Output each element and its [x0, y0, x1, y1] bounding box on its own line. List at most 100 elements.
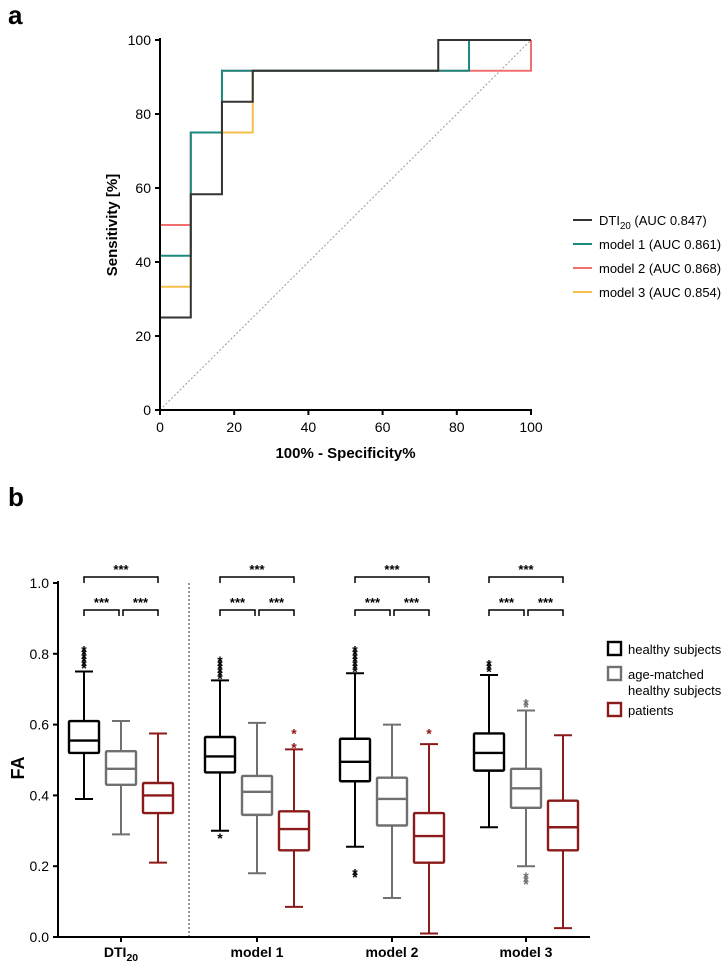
roc-y-tick-label: 0	[143, 402, 151, 418]
roc-y-tick-label: 100	[128, 32, 152, 48]
roc-y-tick-label: 40	[135, 254, 151, 270]
box-y-tick-label: 0.6	[30, 717, 50, 733]
roc-chart: 0 20 40 60 80 100 0 20 40 60 80 100 100% - Specifici…	[104, 32, 721, 462]
box-outlier: *	[523, 699, 529, 715]
roc-legend-label-0-sub: 20	[620, 221, 631, 232]
roc-legend-label-3: model 3 (AUC 0.854)	[599, 285, 721, 300]
box-outlier: *	[81, 642, 87, 658]
box-legend-label-2: patients	[628, 703, 674, 718]
significance-line	[219, 609, 256, 616]
box-legend-label-0: healthy subjects	[628, 642, 722, 657]
box-outlier: *	[523, 876, 529, 892]
roc-legend-label-2-main: model 2	[599, 261, 645, 276]
box-group-label-0-main: DTI	[104, 944, 127, 960]
significance-label: ***	[365, 595, 381, 610]
box-1-1	[240, 721, 274, 875]
significance-line	[83, 576, 159, 583]
box-outlier: *	[81, 653, 87, 669]
significance-bracket: ***	[219, 595, 256, 616]
significance-line	[219, 576, 295, 583]
box-chart: 0.0 0.2 0.4 0.6 0.8 1.0 FA DTI20 model 1 model 2 m…	[8, 562, 722, 964]
box-body	[546, 799, 580, 852]
box-y-tick-label: 0.2	[30, 858, 50, 874]
box-outlier: *	[352, 642, 358, 658]
box-outlier: *	[81, 649, 87, 665]
box-outlier: *	[352, 664, 358, 680]
significance-bracket: ***	[83, 562, 159, 583]
panel-label-a: a	[8, 0, 23, 30]
box-legend-label-1-line1: age-matched	[628, 667, 704, 682]
significance-bracket: ***	[488, 595, 525, 616]
significance-bracket: ***	[527, 595, 564, 616]
significance-bracket: ***	[122, 595, 159, 616]
roc-legend-label-1-rest: (AUC 0.861)	[645, 237, 721, 252]
box-outlier: *	[217, 667, 223, 683]
roc-y-tick-label: 20	[135, 328, 151, 344]
significance-bracket: ***	[488, 562, 564, 583]
box-legend-label-1-line2: healthy subjects	[628, 683, 722, 698]
box-group-label-2: model 2	[366, 944, 419, 960]
significance-line	[393, 609, 430, 616]
roc-legend-label-2: model 2 (AUC 0.868)	[599, 261, 721, 276]
box-group-label-2-main: model 2	[366, 944, 419, 960]
box-outlier: *	[291, 725, 297, 741]
significance-line	[354, 576, 430, 583]
roc-legend-label-0-main: DTI	[599, 213, 620, 228]
box-body	[412, 811, 446, 864]
box-outlier: *	[426, 725, 432, 741]
roc-y-tick-label: 80	[135, 106, 151, 122]
box-2-0	[141, 732, 175, 864]
box-outlier: *	[523, 869, 529, 885]
box-0-3: ***	[472, 656, 506, 829]
significance-label: ***	[249, 562, 265, 577]
box-outlier: *	[352, 653, 358, 669]
box-outlier: *	[352, 869, 358, 885]
box-body	[338, 737, 372, 783]
box-outlier: *	[217, 660, 223, 676]
roc-legend-label-0-rest: (AUC 0.847)	[631, 213, 707, 228]
box-outlier: *	[81, 646, 87, 662]
box-outlier: *	[523, 872, 529, 888]
roc-x-tick-label: 100	[519, 419, 543, 435]
roc-x-tick-label: 40	[301, 419, 317, 435]
box-legend-swatch-0	[606, 640, 623, 657]
box-outlier: *	[486, 656, 492, 672]
significance-line	[527, 609, 564, 616]
box-outlier: *	[81, 656, 87, 672]
significance-bracket: ***	[354, 562, 430, 583]
box-body	[277, 810, 311, 852]
significance-label: ***	[538, 595, 554, 610]
roc-x-tick-label: 0	[156, 419, 164, 435]
significance-label: ***	[133, 595, 149, 610]
box-outlier: *	[352, 660, 358, 676]
significance-line	[258, 609, 295, 616]
panel-label-b: b	[8, 482, 24, 512]
box-group-label-3-main: model 3	[500, 944, 553, 960]
significance-label: ***	[269, 595, 285, 610]
box-outlier: *	[352, 646, 358, 662]
roc-y-label: Sensitivity [%]	[104, 174, 121, 277]
significance-line	[488, 576, 564, 583]
roc-legend-label-3-main: model 3	[599, 285, 645, 300]
box-outlier: *	[291, 740, 297, 756]
roc-series-0	[159, 39, 531, 410]
box-outlier: *	[486, 660, 492, 676]
significance-bracket: ***	[83, 595, 120, 616]
significance-label: ***	[230, 595, 246, 610]
significance-label: ***	[404, 595, 420, 610]
box-y-tick-label: 1.0	[30, 575, 50, 591]
box-group-label-3: model 3	[500, 944, 553, 960]
significance-label: ***	[113, 562, 129, 577]
roc-legend-label-1-main: model 1	[599, 237, 645, 252]
box-outlier: *	[523, 695, 529, 711]
roc-legend-label-1: model 1 (AUC 0.861)	[599, 237, 721, 252]
box-outlier: *	[81, 660, 87, 676]
box-outlier: *	[217, 671, 223, 687]
significance-line	[122, 609, 159, 616]
significance-label: ***	[94, 595, 110, 610]
box-outlier: *	[217, 664, 223, 680]
roc-x-tick-label: 20	[226, 419, 242, 435]
box-2-3	[546, 734, 580, 930]
box-0-0: ******	[67, 642, 101, 800]
